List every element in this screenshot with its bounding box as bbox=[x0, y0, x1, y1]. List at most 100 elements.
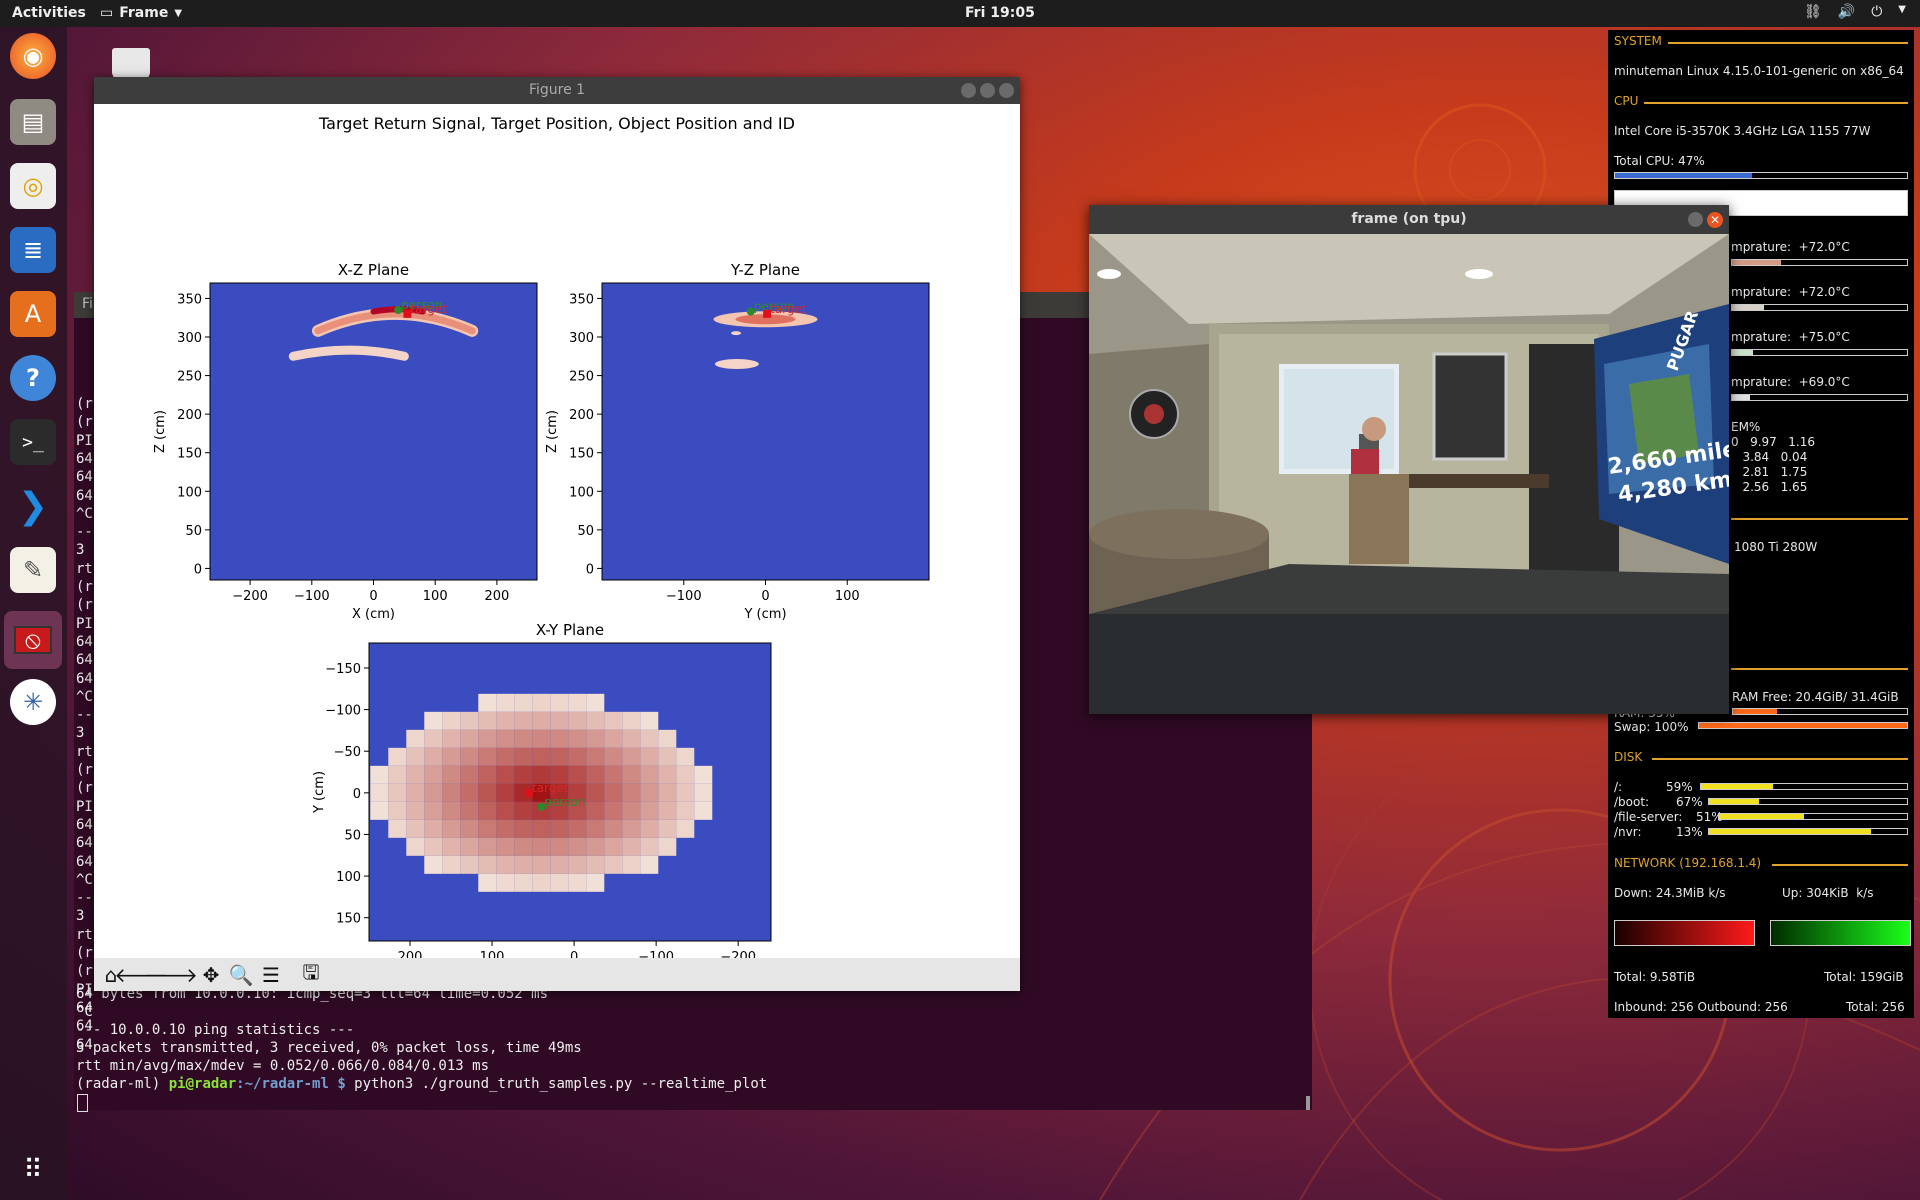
heat-cell bbox=[550, 837, 569, 856]
system-tray[interactable]: ⛓ 🔊 ⏻ ▼ bbox=[1804, 4, 1906, 20]
close-button[interactable]: ✕ bbox=[1707, 212, 1723, 228]
writer-icon[interactable]: ≣ bbox=[10, 227, 56, 273]
figure-app-icon[interactable]: ✳ bbox=[10, 679, 56, 725]
zoom-icon[interactable]: 🔍 bbox=[228, 963, 254, 987]
show-apps-icon[interactable]: ⠿ bbox=[23, 1155, 43, 1185]
trash-icon[interactable] bbox=[112, 48, 150, 80]
heat-cell bbox=[568, 729, 587, 748]
disk-bar bbox=[1718, 813, 1908, 820]
heat-cell bbox=[514, 855, 533, 874]
upload-speed: Up: 304KiB k/s bbox=[1782, 886, 1874, 900]
x-tick-label: −100 bbox=[638, 950, 674, 958]
gpu-info: 1080 Ti 280W bbox=[1734, 540, 1818, 554]
pan-icon[interactable]: ✥ bbox=[202, 963, 220, 987]
help-icon[interactable]: ? bbox=[10, 355, 56, 401]
temp-bar-3 bbox=[1731, 349, 1908, 356]
divider bbox=[1668, 42, 1908, 44]
heat-cell bbox=[496, 783, 515, 802]
heat-cell bbox=[676, 801, 695, 820]
activities-button[interactable]: Activities bbox=[12, 5, 86, 21]
clock[interactable]: Fri 19:05 bbox=[965, 5, 1035, 21]
heat-cell bbox=[496, 711, 515, 730]
connections-inout: Inbound: 256 Outbound: 256 bbox=[1614, 1000, 1788, 1014]
heat-cell bbox=[640, 819, 659, 838]
heat-cell bbox=[568, 711, 587, 730]
window-icon: ▭ bbox=[100, 5, 114, 21]
figure-canvas[interactable]: Target Return Signal, Target Position, O… bbox=[94, 104, 1020, 958]
y-tick-label: 150 bbox=[336, 912, 361, 927]
heat-cell bbox=[694, 801, 713, 820]
terminal-prompt: (radar-ml) pi@radar:~/radar-ml $ python3… bbox=[76, 1076, 767, 1092]
download-speed: Down: 24.3MiB k/s bbox=[1614, 886, 1726, 900]
terminal-icon[interactable]: >_ bbox=[10, 419, 56, 465]
software-icon[interactable]: A bbox=[10, 291, 56, 337]
maximize-button[interactable] bbox=[980, 83, 995, 98]
minimize-button[interactable] bbox=[1688, 212, 1703, 227]
heat-cell bbox=[424, 747, 443, 766]
home-icon[interactable]: ⌂ bbox=[104, 963, 118, 987]
heat-cell bbox=[532, 747, 551, 766]
vscode-icon[interactable]: ❯ bbox=[17, 485, 49, 527]
swap-bar bbox=[1698, 722, 1908, 729]
mem-row: 2.81 1.75 bbox=[1731, 465, 1808, 479]
heat-cell bbox=[460, 855, 479, 874]
close-button[interactable] bbox=[999, 83, 1014, 98]
minimize-button[interactable] bbox=[961, 83, 976, 98]
heat-cell bbox=[604, 747, 623, 766]
heat-cell bbox=[478, 765, 497, 784]
connections-total: Total: 256 bbox=[1846, 1000, 1905, 1014]
heat-cell bbox=[568, 693, 587, 712]
heat-cell bbox=[604, 765, 623, 784]
frame-app-icon[interactable]: ⦸ bbox=[4, 611, 62, 669]
heat-cell bbox=[568, 765, 587, 784]
heat-cell bbox=[622, 819, 641, 838]
terminal-line-fragment: PI bbox=[76, 432, 93, 449]
power-icon: ⏻ bbox=[1871, 4, 1883, 20]
text-editor-icon[interactable]: ✎ bbox=[10, 547, 56, 593]
rhythmbox-icon[interactable]: ◎ bbox=[10, 163, 56, 209]
app-menu[interactable]: ▭ Frame ▼ bbox=[100, 5, 182, 21]
files-icon[interactable]: ▤ bbox=[10, 99, 56, 145]
heat-cell bbox=[622, 729, 641, 748]
y-tick-label: 300 bbox=[569, 331, 594, 346]
firefox-icon[interactable]: ◉ bbox=[10, 33, 56, 79]
target-marker bbox=[403, 309, 412, 318]
heat-cell bbox=[640, 801, 659, 820]
camera-titlebar[interactable]: frame (on tpu) bbox=[1089, 205, 1729, 234]
heat-cell bbox=[550, 711, 569, 730]
heat-cell bbox=[388, 747, 407, 766]
subplot-title: X-Z Plane bbox=[338, 261, 409, 279]
heat-cell bbox=[514, 711, 533, 730]
terminal-line-fragment: rt bbox=[76, 926, 93, 943]
terminal-scrollbar[interactable] bbox=[1306, 1096, 1310, 1110]
save-icon[interactable]: 🖫 bbox=[302, 960, 320, 984]
subplot-title: X-Y Plane bbox=[536, 621, 604, 639]
y-tick-label: 200 bbox=[569, 408, 594, 423]
heat-cell bbox=[532, 711, 551, 730]
heat-cell bbox=[640, 747, 659, 766]
heat-cell bbox=[586, 765, 605, 784]
terminal-line-fragment: 64 bbox=[76, 450, 93, 467]
heat-cell bbox=[550, 729, 569, 748]
network-icon: ⛓ bbox=[1804, 4, 1822, 20]
camera-window[interactable]: frame (on tpu) ✕ bbox=[1089, 205, 1729, 714]
heat-arc bbox=[314, 310, 476, 335]
terminal-line-fragment: 3 bbox=[76, 542, 85, 559]
heat-cell bbox=[424, 711, 443, 730]
heat-cell bbox=[640, 711, 659, 730]
prompt-env: (radar-ml) bbox=[76, 1076, 161, 1092]
annotation-label: target bbox=[770, 302, 807, 316]
heat-cell bbox=[586, 801, 605, 820]
figure-window[interactable]: Figure 1 Target Return Signal, Target Po… bbox=[94, 77, 1020, 991]
y-tick-label: 50 bbox=[344, 828, 361, 843]
x-tick-label: 0 bbox=[761, 589, 769, 604]
heat-cell bbox=[622, 801, 641, 820]
configure-icon[interactable]: ☰ bbox=[262, 963, 280, 987]
forward-icon[interactable]: 🡒 bbox=[144, 963, 198, 987]
figure-titlebar[interactable]: Figure 1 bbox=[94, 77, 1020, 104]
total-cpu: Total CPU: 47% bbox=[1614, 154, 1705, 168]
x-axis-label: Y (cm) bbox=[743, 607, 786, 622]
x-tick-label: 100 bbox=[480, 950, 505, 958]
y-tick-label: 250 bbox=[569, 370, 594, 385]
y-tick-label: 0 bbox=[194, 562, 202, 577]
